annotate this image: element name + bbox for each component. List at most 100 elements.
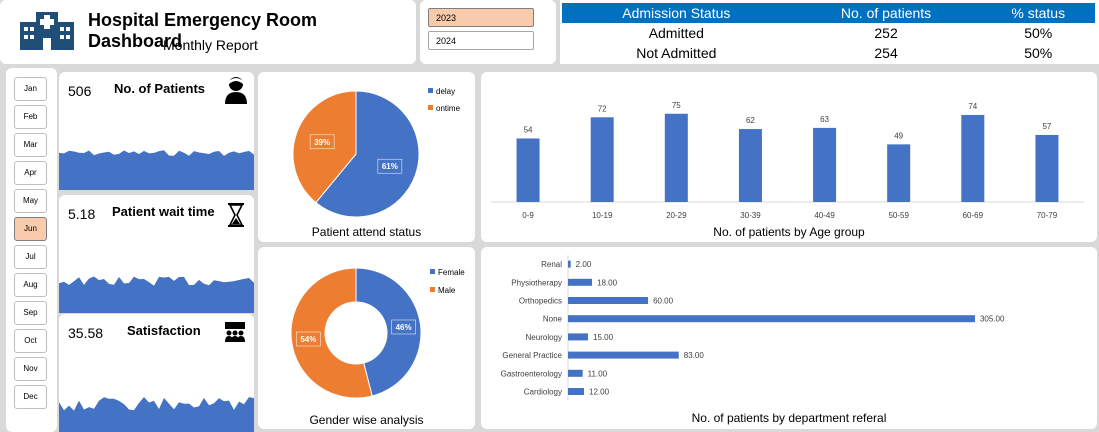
gender-analysis-card: 46% 54% Female Male Gender wise analysis	[258, 247, 475, 429]
admission-status-card: Admission Status No. of patients % statu…	[560, 0, 1099, 64]
legend-label: ontime	[436, 104, 461, 113]
age-group-bar-chart: 54 0-9 72 10-19 75 20-29 62 30-39 63 40-49 49 50-59…	[491, 101, 1084, 220]
legend-swatch	[430, 269, 435, 274]
kpi-value: 506	[68, 83, 92, 99]
x-tick-label: 50-59	[888, 211, 909, 220]
table-row: Admitted 252 50%	[562, 23, 1095, 43]
month-button-nov[interactable]: Nov	[14, 357, 47, 381]
legend-item: Female	[430, 268, 465, 277]
bar-value-label: 15.00	[593, 333, 614, 342]
bar	[568, 297, 649, 304]
chart-title: Gender wise analysis	[309, 413, 424, 427]
page-title: Hospital Emergency Room Dashboard	[88, 10, 318, 51]
bar-value-label: 60.00	[653, 297, 674, 306]
x-tick-label: 30-39	[740, 211, 761, 220]
bar-value-label: 18.00	[597, 278, 618, 287]
month-button-jul[interactable]: Jul	[14, 245, 47, 269]
admission-header-percent: % status	[981, 3, 1095, 23]
legend-item: ontime	[428, 104, 460, 113]
svg-text:54%: 54%	[300, 335, 316, 344]
kpi-card-satisfaction: 35.58 Satisfaction	[59, 314, 254, 432]
bar	[1035, 134, 1059, 202]
x-tick-label: 40-49	[814, 211, 835, 220]
month-button-may[interactable]: May	[14, 189, 47, 213]
bar-value-label: 2.00	[576, 260, 592, 269]
year-slicer: 2023 2024	[420, 0, 556, 64]
bar	[961, 114, 985, 202]
kpi-label: Patient wait time	[112, 204, 215, 219]
kpi-card-patients: 506 No. of Patients	[59, 72, 254, 190]
data-label: 39%	[309, 134, 335, 150]
bar	[568, 351, 679, 359]
pie-slice-delay	[315, 90, 420, 218]
month-button-sep[interactable]: Sep	[14, 301, 47, 325]
bar	[568, 315, 975, 323]
patient-icon	[225, 77, 247, 104]
chart-title: Patient attend status	[311, 225, 422, 239]
month-button-mar[interactable]: Mar	[14, 133, 47, 157]
month-button-jan[interactable]: Jan	[14, 77, 47, 101]
svg-text:46%: 46%	[396, 323, 412, 332]
bar-value-label: 63	[820, 115, 829, 124]
admission-cell: 254	[874, 45, 898, 61]
data-label: 61%	[377, 158, 403, 174]
month-button-apr[interactable]: Apr	[14, 161, 47, 185]
legend-label: delay	[436, 87, 456, 96]
attend-status-pie: 61% 39%	[292, 90, 420, 218]
month-button-feb[interactable]: Feb	[14, 105, 47, 129]
bar-value-label: 49	[894, 131, 903, 140]
bar-value-label: 72	[598, 104, 607, 113]
year-button-2024[interactable]: 2024	[428, 31, 534, 50]
patients-sparkline	[59, 150, 254, 190]
y-tick-label: Gastroenterology	[501, 369, 562, 378]
month-button-oct[interactable]: Oct	[14, 329, 47, 353]
admission-cell: Admitted	[648, 25, 704, 41]
page-subtitle: Monthly Report	[163, 37, 258, 53]
bar-value-label: 11.00	[588, 369, 608, 378]
month-button-aug[interactable]: Aug	[14, 273, 47, 297]
bar-value-label: 83.00	[684, 351, 705, 360]
kpi-value: 35.58	[68, 325, 104, 341]
admission-cell: 50%	[1024, 25, 1053, 41]
admission-table: Admission Status No. of patients % statu…	[562, 3, 1095, 63]
data-label: 54%	[296, 331, 321, 347]
admission-header-status: Admission Status	[562, 3, 791, 23]
y-tick-label: Orthopedics	[519, 297, 562, 306]
department-card: Renal 2.00 Physiotherapy 18.00 Orthopedics 60…	[481, 247, 1097, 429]
y-tick-label: General Practice	[502, 351, 562, 360]
x-tick-label: 0-9	[522, 211, 534, 220]
kpi-label: Satisfaction	[127, 323, 201, 338]
gender-donut: 46% 54%	[290, 267, 422, 399]
department-bar-chart: Renal 2.00 Physiotherapy 18.00 Orthopedics 60…	[501, 255, 1005, 401]
admission-cell: Not Admitted	[636, 45, 717, 61]
kpi-label: No. of Patients	[114, 81, 206, 96]
bar-value-label: 74	[968, 102, 977, 111]
y-tick-label: None	[543, 315, 563, 324]
bar-value-label: 54	[524, 125, 533, 134]
month-button-dec[interactable]: Dec	[14, 385, 47, 409]
x-tick-label: 60-69	[963, 211, 984, 220]
admission-cell: 50%	[1024, 45, 1053, 61]
admission-cell: 252	[874, 25, 898, 41]
month-button-jun[interactable]: Jun	[14, 217, 47, 241]
table-row: Not Admitted 254 50%	[562, 43, 1095, 63]
bar	[568, 260, 571, 268]
chart-title: No. of patients by Age group	[713, 225, 865, 239]
bar	[568, 333, 589, 341]
kpi-card-wait-time: 5.18 Patient wait time	[59, 195, 254, 313]
bar	[887, 144, 911, 202]
legend-item: Male	[430, 286, 455, 295]
pie-slice-male	[290, 267, 373, 399]
x-tick-label: 10-19	[592, 211, 613, 220]
bar-value-label: 305.00	[980, 315, 1005, 324]
data-label: 46%	[391, 319, 416, 335]
year-button-2023[interactable]: 2023	[428, 8, 534, 27]
bar	[568, 369, 583, 377]
title-card: Hospital Emergency Room Dashboard Monthl…	[0, 0, 416, 64]
hospital-icon	[20, 12, 74, 50]
legend-swatch	[428, 105, 433, 110]
legend-label: Male	[438, 286, 456, 295]
legend-label: Female	[438, 268, 465, 277]
bar	[738, 129, 762, 202]
x-tick-label: 20-29	[666, 211, 687, 220]
